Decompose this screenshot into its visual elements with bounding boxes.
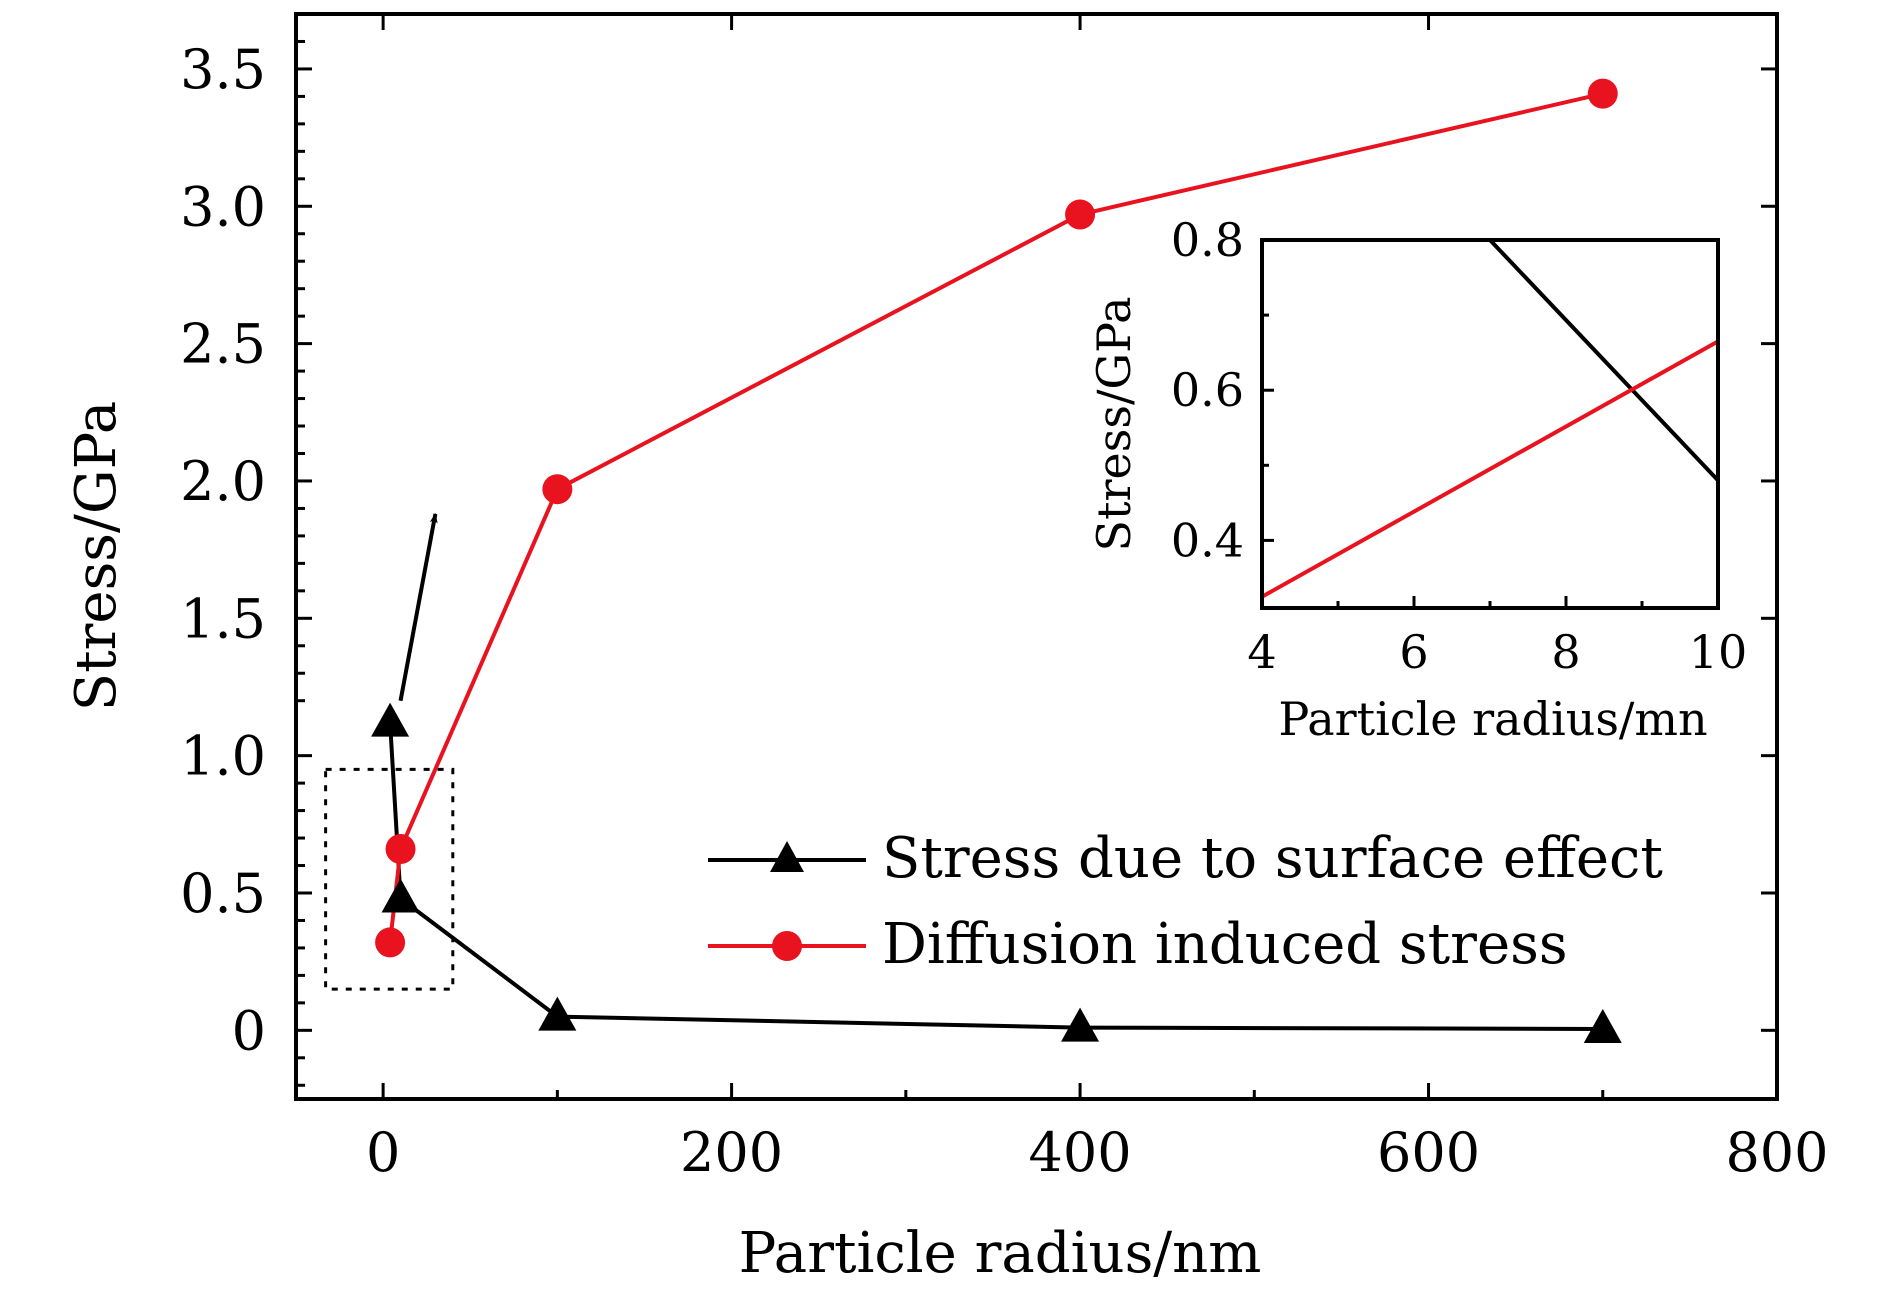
inset-y-tick-label: 0.4 [1171,513,1244,567]
x-tick-label: 200 [680,1121,783,1184]
legend-label-surface: Stress due to surface effect [882,826,1663,891]
inset-y-axis-title: Stress/GPa [1087,297,1141,552]
y-axis-title: Stress/GPa [64,401,129,711]
data-point-diffusion [1587,78,1618,109]
inset-y-tick-label: 0.6 [1171,363,1244,417]
data-point-diffusion [375,927,406,958]
y-tick-label: 0.5 [180,862,266,925]
data-point-diffusion [1065,199,1096,230]
legend-label-diffusion: Diffusion induced stress [882,912,1568,977]
data-point-surface [538,996,577,1031]
zoom-arrow [398,512,438,702]
inset-background [1262,240,1718,608]
x-tick-label: 0 [366,1121,400,1184]
inset-frame [1260,238,1720,610]
y-tick-label: 2.5 [180,313,266,376]
plot-frame [294,12,1779,1101]
data-point-surface [1061,1007,1100,1042]
inset-x-tick-label: 8 [1551,625,1580,679]
y-tick-label: 0 [232,999,266,1062]
legend-marker-diffusion [772,931,802,961]
main-plot-area: 0 200 400 600 800 0 0.5 1.0 1.5 2.0 2.5 3.0 3.5 [180,12,1829,1184]
legend-marker-surface [770,841,804,872]
y-tick-label: 1.0 [180,725,266,788]
data-point-surface [381,878,420,913]
y-tick-label: 1.5 [180,587,266,650]
inset-x-axis-title: Particle radius/mn [1278,692,1707,746]
y-tick-label: 2.0 [180,450,266,513]
data-point-diffusion [542,474,573,505]
x-tick-label: 400 [1029,1121,1132,1184]
legend: Stress due to surface effect Diffusion i… [708,826,1663,977]
inset-x-tick-label: 10 [1689,625,1748,679]
data-point-surface [371,702,410,737]
inset-series-line-red [1261,339,1719,599]
inset-x-tick-label: 4 [1247,625,1276,679]
inset-x-tick-label: 6 [1399,625,1428,679]
data-point-diffusion [385,834,416,865]
x-axis-title: Particle radius/nm [739,1221,1262,1286]
zoom-box [324,767,455,991]
x-tick-label: 600 [1377,1121,1480,1184]
x-tick-label: 800 [1725,1121,1828,1184]
data-point-surface [1583,1008,1622,1043]
y-tick-label: 3.5 [180,38,266,101]
y-tick-label: 3.0 [180,175,266,238]
inset-series-line-black [1488,238,1720,482]
inset-y-tick-label: 0.8 [1171,213,1244,267]
